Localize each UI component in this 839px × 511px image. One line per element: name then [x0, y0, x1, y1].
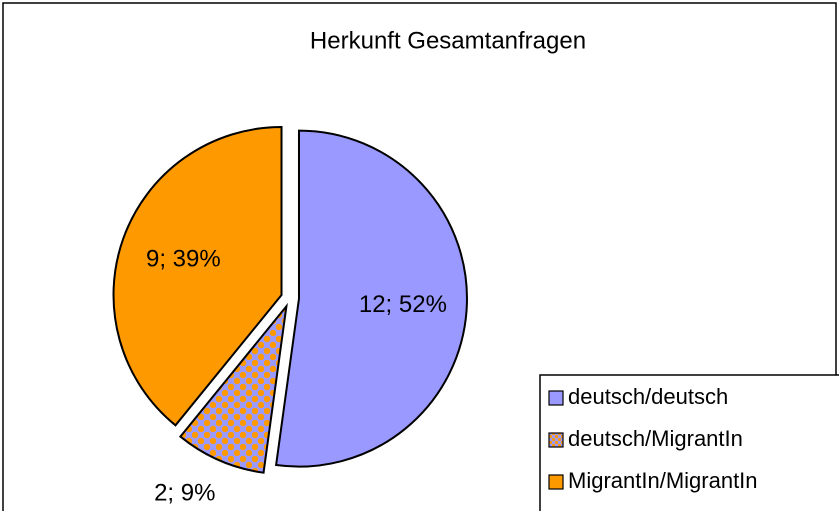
chart-title: Herkunft Gesamtanfragen	[310, 27, 586, 54]
legend-swatch	[548, 432, 564, 448]
legend-swatch	[548, 390, 564, 406]
pie-slice	[112, 125, 283, 427]
legend-label: deutsch/deutsch	[568, 384, 728, 409]
legend-swatch	[548, 474, 564, 490]
data-label: 9; 39%	[146, 245, 221, 272]
data-label: 2; 9%	[154, 480, 215, 507]
data-label: 12; 52%	[359, 291, 447, 318]
legend-label: deutsch/MigrantIn	[568, 426, 743, 451]
pie-slice	[274, 129, 468, 468]
legend-label: MigrantIn/MigrantIn	[568, 468, 758, 493]
legend-box	[539, 374, 839, 511]
pie-slice	[178, 302, 288, 474]
